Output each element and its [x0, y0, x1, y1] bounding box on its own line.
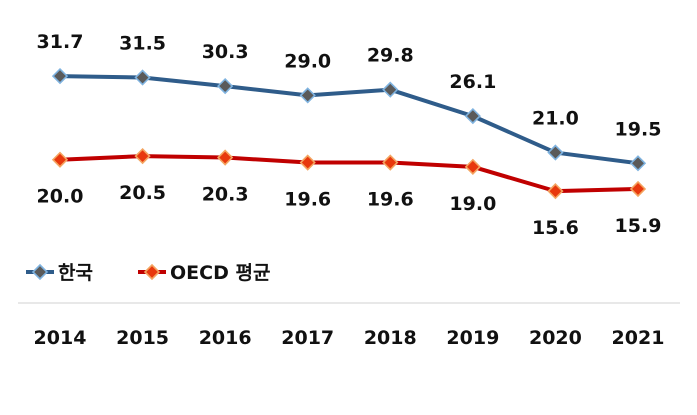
data-label-0-2: 30.3 [202, 41, 249, 63]
data-label-0-1: 31.5 [119, 33, 166, 55]
x-tick-label-7: 2021 [612, 327, 665, 349]
data-label-1-1: 20.5 [119, 182, 166, 204]
legend: 한국 OECD 평균 [26, 262, 270, 284]
legend-label-0: 한국 [58, 262, 93, 284]
data-label-1-6: 15.6 [532, 217, 579, 239]
x-tick-label-2: 2016 [199, 327, 252, 349]
data-point-0-5 [464, 107, 481, 125]
data-label-0-4: 29.8 [367, 45, 414, 67]
legend-marker-1 [143, 263, 161, 281]
data-point-1-1 [134, 147, 151, 165]
data-point-0-6 [547, 144, 564, 161]
x-tick-label-6: 2020 [529, 327, 582, 349]
data-label-0-0: 31.7 [37, 31, 84, 53]
data-point-1-5 [464, 158, 481, 175]
x-tick-label-1: 2015 [116, 327, 169, 349]
data-point-0-0 [51, 67, 69, 85]
data-point-0-4 [382, 81, 399, 98]
x-tick-label-0: 2014 [34, 327, 87, 349]
data-point-1-3 [299, 154, 316, 171]
data-label-0-6: 21.0 [532, 108, 579, 130]
data-point-0-7 [629, 155, 647, 172]
data-point-1-6 [547, 183, 564, 200]
data-point-1-2 [217, 149, 234, 166]
series-layer [51, 67, 647, 200]
data-label-layer: 31.7 31.5 30.3 29.0 29.8 26.1 21.0 19.5 20.0 20.5… [37, 31, 662, 239]
data-point-0-3 [299, 87, 316, 104]
data-point-0-1 [134, 69, 151, 86]
series-line-1 [58, 154, 640, 194]
data-label-0-3: 29.0 [284, 50, 331, 72]
data-label-1-4: 19.6 [367, 189, 414, 211]
data-label-1-5: 19.0 [449, 193, 496, 215]
data-label-1-7: 15.9 [615, 215, 662, 237]
data-point-1-4 [382, 154, 399, 171]
legend-marker-0 [31, 263, 49, 281]
data-label-0-7: 19.5 [615, 118, 662, 140]
data-point-1-0 [51, 151, 69, 168]
legend-label-1: OECD 평균 [170, 262, 270, 284]
data-label-1-3: 19.6 [284, 189, 331, 211]
x-tick-layer: 2014 2015 2016 2017 2018 2019 2020 2021 [34, 327, 665, 349]
x-tick-label-3: 2017 [281, 327, 334, 349]
data-label-0-5: 26.1 [449, 71, 496, 93]
series-line-0 [58, 74, 640, 166]
x-tick-label-5: 2019 [446, 327, 499, 349]
data-label-1-2: 20.3 [202, 184, 249, 206]
x-tick-label-4: 2018 [364, 327, 417, 349]
data-label-1-0: 20.0 [37, 186, 84, 208]
data-point-1-7 [629, 180, 647, 198]
data-point-0-2 [217, 77, 234, 95]
